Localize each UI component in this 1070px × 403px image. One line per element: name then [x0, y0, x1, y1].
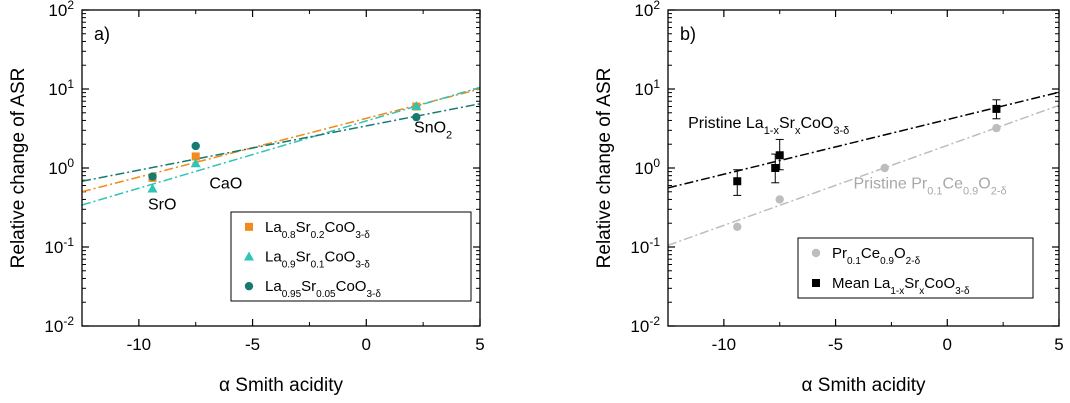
annotation: CaO [209, 176, 242, 193]
data-point [733, 222, 742, 232]
legend: Pr0.1Ce0.9O2-δ Mean La1-xSrxCoO3-δ [797, 237, 1034, 299]
plot-frame [667, 9, 1060, 327]
data-point [191, 141, 200, 151]
y-tick-label: 10-2 [630, 314, 660, 336]
y-tick-label: 10-2 [44, 314, 74, 336]
data-point [411, 100, 422, 110]
x-tick-label: -10 [127, 335, 152, 354]
data-point [191, 152, 200, 161]
data-point [775, 195, 784, 204]
y-tick-label: 10-1 [630, 235, 660, 257]
y-tick-label: 10-1 [44, 235, 74, 257]
plot-frame [81, 9, 481, 327]
y-tick-label: 100 [634, 156, 660, 178]
y-axis-title: Relative change of ASR [8, 68, 29, 269]
y-tick-label: 102 [48, 0, 74, 20]
legend-marker [244, 281, 254, 291]
legend: La0.8Sr0.2CoO3-δ La0.9Sr0.1CoO3-δ La0.95Sr… [230, 211, 472, 302]
data-point [412, 112, 421, 122]
legend-marker [811, 248, 821, 258]
legend-entry: Mean La1-xSrxCoO3-δ [832, 275, 970, 297]
chart-panel-b: 10-2 10-1 100 101 102 -10 -5 0 5 Pristine La1-xSr… [594, 0, 1064, 396]
x-tick-label: -5 [245, 335, 260, 354]
data-point [880, 163, 889, 173]
legend-box [230, 211, 472, 302]
x-tick-label: 5 [475, 335, 484, 354]
data-point [992, 123, 1001, 133]
y-tick-label: 102 [634, 0, 660, 20]
legend-box [797, 237, 1034, 299]
panel-label: a) [94, 24, 110, 44]
data-point [148, 172, 157, 181]
x-tick-label: -5 [828, 335, 843, 354]
panel-label: b) [680, 24, 696, 44]
legend-marker [244, 251, 254, 261]
chart-panel-a: 10-2 10-1 100 101 102 -10 -5 0 5 SrO CaO SnO2 a) La0.… [8, 0, 485, 396]
x-axis-title: α Smith acidity [219, 375, 343, 396]
legend-entry: La0.9Sr0.1CoO3-δ [265, 249, 370, 271]
annotation: SrO [148, 196, 176, 213]
data-point [992, 104, 1001, 113]
legend-marker [812, 279, 820, 287]
y-tick-label: 100 [48, 156, 74, 178]
x-axis-title: α Smith acidity [802, 375, 926, 396]
annotation: Pristine La1-xSrxCoO3-δ [688, 115, 849, 137]
legend-entry: La0.8Sr0.2CoO3-δ [265, 219, 370, 241]
x-tick-label: 5 [1054, 335, 1063, 354]
data-point [190, 158, 201, 168]
x-tick-label: -10 [712, 335, 737, 354]
annotation: SnO2 [414, 120, 452, 142]
y-tick-label: 101 [48, 77, 74, 99]
y-axis-title: Relative change of ASR [594, 68, 615, 269]
legend-entry: La0.95Sr0.05CoO3-δ [265, 278, 381, 300]
legend-marker [245, 222, 253, 231]
y-tick-label: 101 [634, 77, 660, 99]
fit-line [82, 103, 480, 182]
annotation: Pristine Pr0.1Ce0.9O2-δ [853, 176, 1006, 198]
x-tick-label: 0 [943, 335, 952, 354]
x-tick-label: 0 [362, 335, 371, 354]
legend-entry: Pr0.1Ce0.9O2-δ [832, 245, 921, 267]
data-point [733, 177, 742, 186]
data-point [771, 164, 780, 172]
data-point [147, 183, 158, 193]
data-point [775, 151, 784, 160]
